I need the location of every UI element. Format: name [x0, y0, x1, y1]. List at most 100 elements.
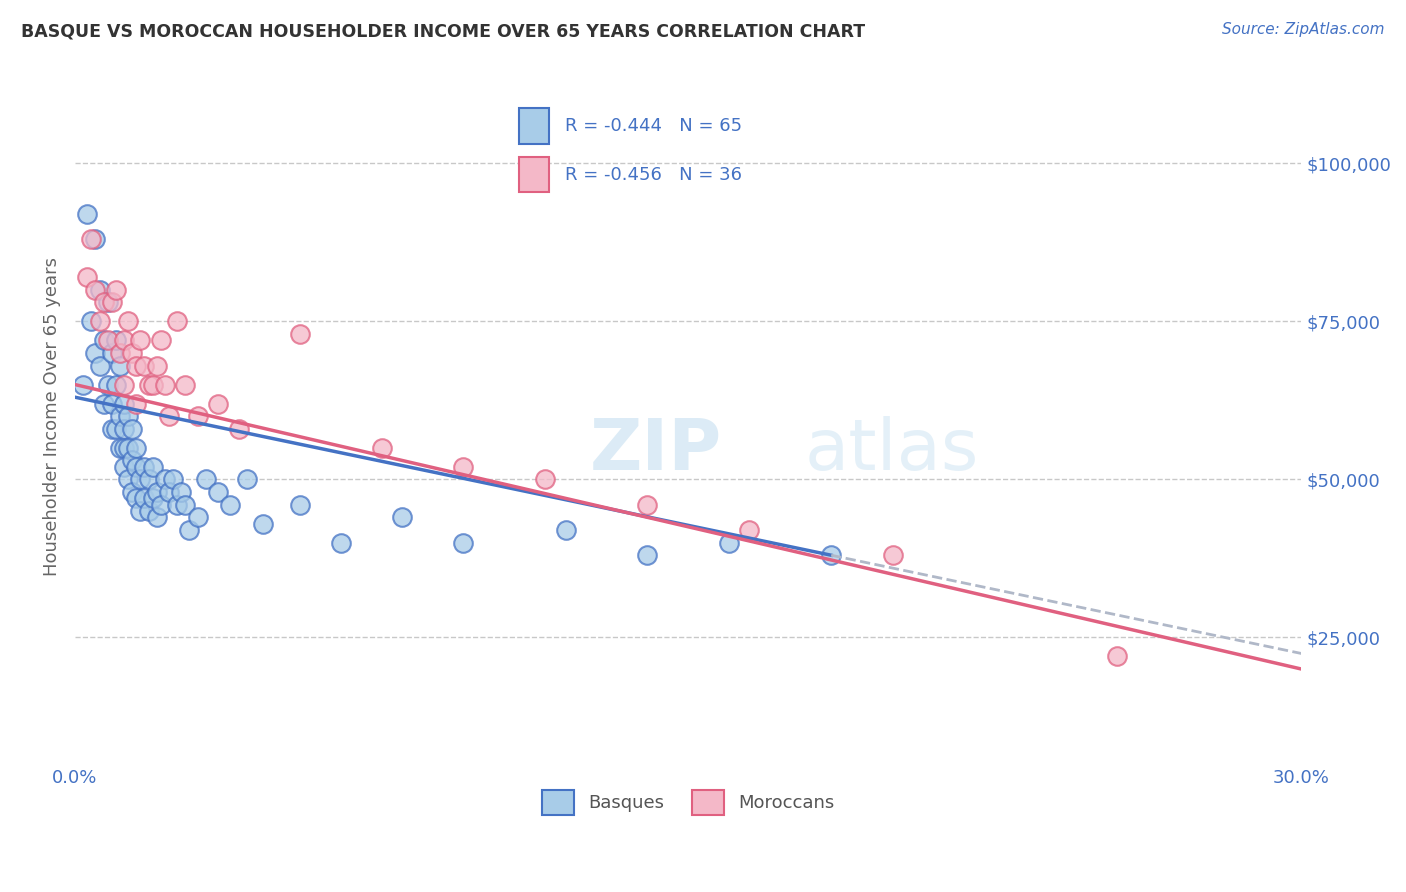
Point: [117, 472, 139, 486]
Point: [97, 377, 120, 392]
Point: [149, 498, 172, 512]
Point: [453, 535, 475, 549]
Point: [179, 523, 201, 537]
Point: [84, 346, 107, 360]
Point: [97, 334, 120, 348]
Text: R = -0.444   N = 65: R = -0.444 N = 65: [565, 117, 742, 135]
Point: [174, 377, 197, 392]
Point: [93, 334, 115, 348]
Point: [153, 472, 176, 486]
Bar: [519, 157, 550, 193]
Point: [145, 485, 167, 500]
Point: [718, 535, 741, 549]
Point: [108, 409, 131, 424]
Point: [228, 422, 250, 436]
Point: [125, 441, 148, 455]
Point: [76, 270, 98, 285]
Point: [187, 409, 209, 424]
Point: [121, 346, 143, 360]
Point: [117, 409, 139, 424]
Point: [142, 491, 165, 506]
Point: [1107, 649, 1129, 664]
Point: [84, 232, 107, 246]
Point: [89, 359, 111, 373]
Point: [89, 314, 111, 328]
Point: [104, 377, 127, 392]
Point: [145, 510, 167, 524]
Text: BASQUE VS MOROCCAN HOUSEHOLDER INCOME OVER 65 YEARS CORRELATION CHART: BASQUE VS MOROCCAN HOUSEHOLDER INCOME OV…: [21, 22, 865, 40]
Point: [93, 396, 115, 410]
Point: [129, 334, 152, 348]
Point: [174, 498, 197, 512]
Text: atlas: atlas: [804, 417, 979, 485]
Point: [125, 491, 148, 506]
Point: [112, 334, 135, 348]
Point: [121, 453, 143, 467]
Point: [882, 548, 904, 562]
Point: [207, 485, 229, 500]
Point: [76, 207, 98, 221]
Text: Source: ZipAtlas.com: Source: ZipAtlas.com: [1222, 22, 1385, 37]
Point: [170, 485, 193, 500]
Point: [738, 523, 761, 537]
Point: [104, 334, 127, 348]
Point: [129, 504, 152, 518]
Point: [219, 498, 242, 512]
Point: [453, 459, 475, 474]
Point: [157, 485, 180, 500]
Point: [104, 283, 127, 297]
Point: [121, 485, 143, 500]
Point: [129, 472, 152, 486]
Point: [194, 472, 217, 486]
Point: [112, 441, 135, 455]
Point: [329, 535, 352, 549]
Point: [187, 510, 209, 524]
Point: [101, 295, 124, 310]
Point: [636, 548, 658, 562]
Point: [117, 314, 139, 328]
Point: [108, 359, 131, 373]
Point: [142, 459, 165, 474]
Point: [84, 283, 107, 297]
Point: [125, 459, 148, 474]
Point: [288, 498, 311, 512]
Point: [162, 472, 184, 486]
Point: [288, 326, 311, 341]
Point: [101, 396, 124, 410]
Point: [112, 422, 135, 436]
Y-axis label: Householder Income Over 65 years: Householder Income Over 65 years: [44, 257, 60, 575]
Point: [157, 409, 180, 424]
Point: [104, 422, 127, 436]
Point: [391, 510, 413, 524]
Point: [252, 516, 274, 531]
Point: [554, 523, 576, 537]
Legend: Basques, Moroccans: Basques, Moroccans: [533, 780, 844, 824]
Point: [80, 314, 103, 328]
Bar: [519, 108, 550, 145]
Point: [93, 295, 115, 310]
Point: [145, 359, 167, 373]
Point: [97, 295, 120, 310]
Point: [72, 377, 94, 392]
Text: R = -0.456   N = 36: R = -0.456 N = 36: [565, 166, 742, 184]
Text: ZIP: ZIP: [591, 417, 723, 485]
Point: [166, 314, 188, 328]
Point: [235, 472, 257, 486]
Point: [112, 459, 135, 474]
Point: [138, 377, 160, 392]
Point: [112, 396, 135, 410]
Point: [820, 548, 842, 562]
Point: [138, 504, 160, 518]
Point: [138, 472, 160, 486]
Point: [370, 441, 392, 455]
Point: [80, 232, 103, 246]
Point: [89, 283, 111, 297]
Point: [134, 491, 156, 506]
Point: [125, 396, 148, 410]
Point: [125, 359, 148, 373]
Point: [134, 359, 156, 373]
Point: [117, 441, 139, 455]
Point: [149, 334, 172, 348]
Point: [101, 422, 124, 436]
Point: [636, 498, 658, 512]
